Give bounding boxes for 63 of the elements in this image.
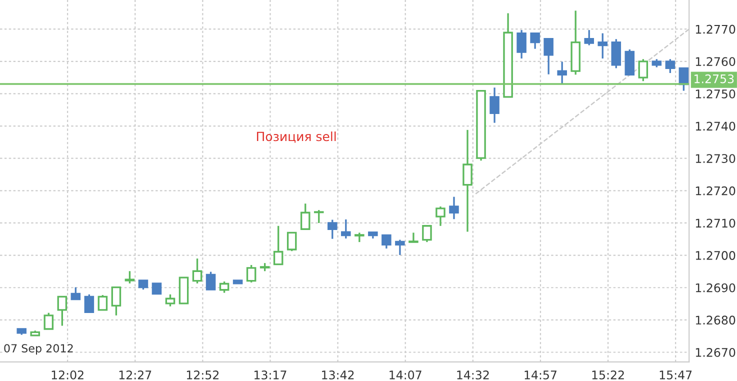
candlestick xyxy=(44,312,54,330)
y-tick-label: 1.2680 xyxy=(696,316,736,325)
candlestick xyxy=(341,218,351,240)
y-tick-label: 1.2750 xyxy=(696,89,736,98)
candlestick xyxy=(152,282,162,295)
candlestick xyxy=(624,48,635,76)
candlestick xyxy=(462,129,472,233)
x-tick-label: 14:32 xyxy=(457,370,489,380)
x-tick-label: 15:22 xyxy=(592,370,624,380)
candlestick xyxy=(98,294,108,311)
candlestick xyxy=(557,60,567,86)
x-tick-label: 13:42 xyxy=(322,370,354,380)
candlestick xyxy=(598,32,608,60)
candlestick xyxy=(638,58,648,82)
candlestick xyxy=(138,280,148,290)
candlestick xyxy=(192,258,202,284)
x-tick-label: 12:02 xyxy=(52,370,84,380)
x-tick-label: 14:57 xyxy=(524,370,556,380)
annotation: Позиция sell xyxy=(256,131,336,143)
candlestick xyxy=(544,38,554,76)
x-tick-label: 14:07 xyxy=(390,370,422,380)
candlestick xyxy=(382,234,392,250)
y-tick-label: 1.2690 xyxy=(696,283,736,292)
candlestick xyxy=(206,270,216,290)
annotation: 07 Sep 2012 xyxy=(4,344,73,355)
y-tick-label: 1.2770 xyxy=(696,24,736,34)
y-tick-label: 1.2670 xyxy=(696,348,736,357)
candlestick xyxy=(57,296,68,327)
y-tick-label: 1.2760 xyxy=(696,57,736,66)
x-tick-label: 15:47 xyxy=(660,370,692,380)
ref-line-label: 1.2753 xyxy=(694,74,734,84)
candlestick xyxy=(490,86,500,124)
candlestick xyxy=(124,270,135,284)
candlestick xyxy=(530,32,540,50)
candlestick xyxy=(436,206,446,227)
y-tick-label: 1.2700 xyxy=(696,251,736,260)
candlestick xyxy=(422,225,432,243)
candlestick xyxy=(449,196,459,220)
x-tick-label: 12:27 xyxy=(119,370,152,380)
candlestick xyxy=(408,232,418,243)
candlestick xyxy=(70,286,81,300)
x-tick-label: 13:17 xyxy=(254,370,286,380)
candlestick xyxy=(395,238,405,256)
candlestick xyxy=(286,232,297,252)
y-tick-label: 1.2740 xyxy=(696,122,736,131)
candlestick xyxy=(84,294,94,314)
x-tick-label: 12:52 xyxy=(186,370,219,380)
candlestick xyxy=(165,294,176,308)
candlestick xyxy=(246,264,256,284)
candlestick xyxy=(516,29,526,60)
candlestick xyxy=(111,286,122,316)
candlestick xyxy=(611,38,622,70)
candlestick xyxy=(219,280,230,294)
candlestick xyxy=(314,209,324,224)
y-tick-label: 1.2730 xyxy=(696,154,736,164)
candlestick xyxy=(354,232,364,243)
candlestick xyxy=(665,58,676,74)
candlestick xyxy=(273,225,284,266)
y-tick-label: 1.2710 xyxy=(696,218,736,228)
candlestick xyxy=(300,202,310,230)
candlestick xyxy=(584,29,594,46)
candlestick xyxy=(328,218,338,240)
y-tick-label: 1.2720 xyxy=(696,186,736,196)
